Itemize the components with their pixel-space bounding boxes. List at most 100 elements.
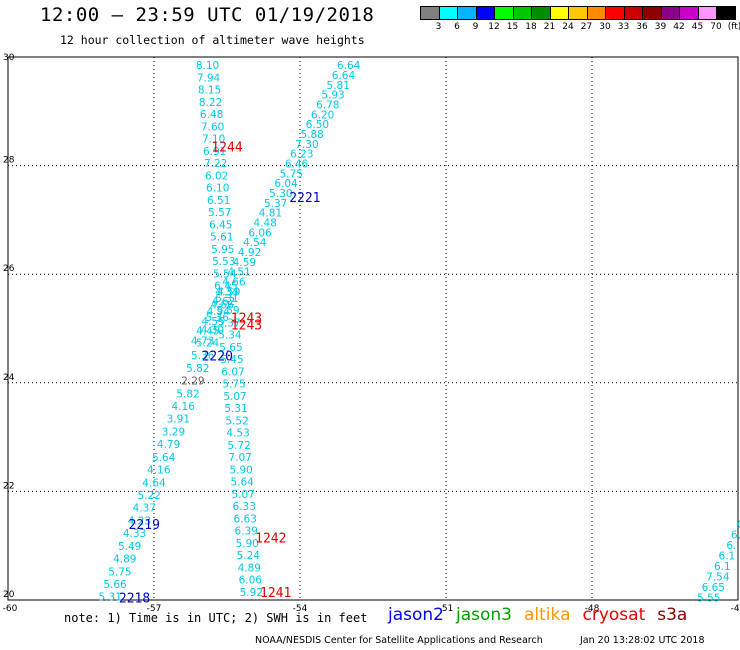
- swh-value: 6.63: [234, 513, 257, 525]
- swh-value: 4.48: [254, 217, 277, 229]
- swh-value: 6.06: [239, 575, 263, 587]
- swh-value: 6.51: [207, 195, 230, 207]
- swh-value: 6.23: [290, 149, 313, 161]
- scale-label: 18: [525, 22, 537, 32]
- generated-timestamp: Jan 20 13:28:02 UTC 2018: [580, 635, 705, 646]
- map-frame: [7, 56, 739, 601]
- swh-value: 8.10: [196, 60, 219, 72]
- swh-value: 5.31: [99, 592, 122, 604]
- scale-label: 30: [599, 22, 611, 32]
- swh-value: 5.49: [118, 541, 141, 553]
- swh-value: 7.60: [201, 121, 224, 133]
- swh-value: 6.48: [200, 109, 223, 121]
- swh-value: 7.10: [202, 134, 225, 146]
- x-tick-label: -57: [147, 604, 162, 614]
- swh-value: 6.1: [714, 561, 731, 573]
- scale-label: 12: [488, 22, 500, 32]
- x-tick-label: -60: [3, 604, 18, 614]
- swh-value: 6.64: [332, 70, 356, 82]
- swh-value: 5.34: [218, 330, 242, 342]
- y-tick-label: 20: [3, 590, 15, 600]
- swh-value: 4.66: [210, 299, 234, 311]
- swh-value: 4.59: [233, 257, 256, 269]
- swh-value: 4.66: [222, 276, 246, 288]
- swh-value: 5.75: [222, 379, 245, 391]
- scale-label: 9: [472, 22, 479, 32]
- scale-label: 3: [435, 22, 442, 32]
- pass-number: 2219: [129, 518, 160, 533]
- swh-value: 6.07: [221, 366, 244, 378]
- swh-value: 5.93: [321, 90, 344, 102]
- swh-value: 4.16: [147, 465, 171, 477]
- x-tick-label: -54: [293, 604, 308, 614]
- x-tick-label: -51: [439, 604, 454, 614]
- scale-label: 21: [543, 22, 556, 32]
- scale-label: 42: [673, 22, 685, 32]
- scale-label: 36: [636, 22, 648, 32]
- pass-number: 1242: [255, 532, 286, 547]
- y-tick-label: 24: [3, 373, 15, 383]
- scale-label: 27: [580, 22, 593, 32]
- swh-value: 5.92: [240, 587, 263, 599]
- swh-value: 4.54: [243, 237, 267, 249]
- swh-value: 6.50: [306, 119, 329, 131]
- swh-value: 5.54: [213, 268, 237, 280]
- swh-value: 6.: [726, 540, 736, 552]
- map-subtitle: 12 hour collection of altimeter wave hei…: [60, 33, 365, 47]
- swh-value: 5.45: [220, 354, 243, 366]
- y-tick-label: 30: [3, 53, 15, 63]
- swh-value: 4.81: [259, 208, 282, 220]
- credit-line: NOAA/NESDIS Center for Satellite Applica…: [255, 635, 543, 646]
- swh-value: 4.53: [226, 428, 249, 440]
- swh-value: 4.33: [123, 528, 146, 540]
- pass-number: 1243: [231, 312, 262, 327]
- scale-swatch: [716, 6, 736, 20]
- swh-value: 6.46: [285, 158, 309, 170]
- swh-value: 5.57: [208, 207, 231, 219]
- swh-value: 4.79: [157, 439, 180, 451]
- swh-value: 5.90: [236, 538, 259, 550]
- swh-value: 5.30: [269, 188, 292, 200]
- y-tick-label: 22: [3, 481, 14, 491]
- satellite-s3a: s3a: [657, 605, 688, 625]
- swh-value: 7.30: [295, 139, 318, 151]
- swh-value: 5.24: [196, 337, 220, 349]
- swh-value: 7.54: [706, 571, 730, 583]
- swh-value: 5.65: [219, 342, 242, 354]
- swh-value: 8.22: [199, 97, 222, 109]
- swh-value: 5.82: [186, 363, 209, 375]
- swh-value: 5.36: [206, 312, 230, 324]
- swh-value: 4.89: [113, 554, 136, 566]
- swh-value: 5.64: [230, 477, 254, 489]
- swh-value: 4.94: [207, 306, 231, 318]
- swh-value: 4.16: [172, 401, 196, 413]
- y-tick-label: 28: [3, 156, 15, 166]
- swh-value: 3.91: [167, 414, 190, 426]
- swh-value: 5.75: [108, 566, 131, 578]
- swh-value: 4.59: [217, 286, 240, 298]
- scale-label: 15: [506, 22, 519, 32]
- swh-value: 5.37: [264, 198, 287, 210]
- swh-value: 6.20: [311, 109, 334, 121]
- satellite-altika: altika: [524, 605, 571, 625]
- swh-value: 5.61: [210, 232, 233, 244]
- scale-label: 70: [710, 22, 722, 32]
- wave-height-color-scale: 3 6 9 12 15 18 21 24 27 30 33 36 39 42 45 70 (ft): [420, 6, 740, 36]
- swh-value: 4.64: [142, 477, 166, 489]
- swh-value: 6.65: [702, 582, 725, 594]
- map-title: 12:00 – 23:59 UTC 01/19/2018: [40, 4, 375, 26]
- swh-value: 5.59: [216, 305, 239, 317]
- swh-value: 5.36: [191, 350, 215, 362]
- swh-value: 6.45: [214, 281, 237, 293]
- pass-number: 2220: [202, 350, 233, 365]
- scale-label: 39: [654, 22, 667, 32]
- swh-value: 4.55: [201, 316, 224, 328]
- satellite-jason2: jason2: [388, 605, 444, 625]
- swh-value: 7.07: [228, 452, 251, 464]
- swh-value: 5.53: [212, 256, 235, 268]
- swh-value: 6.: [731, 529, 740, 541]
- pass-number: 2218: [119, 591, 150, 606]
- swh-value: 7.22: [204, 158, 227, 170]
- x-tick-label: -48: [585, 604, 600, 614]
